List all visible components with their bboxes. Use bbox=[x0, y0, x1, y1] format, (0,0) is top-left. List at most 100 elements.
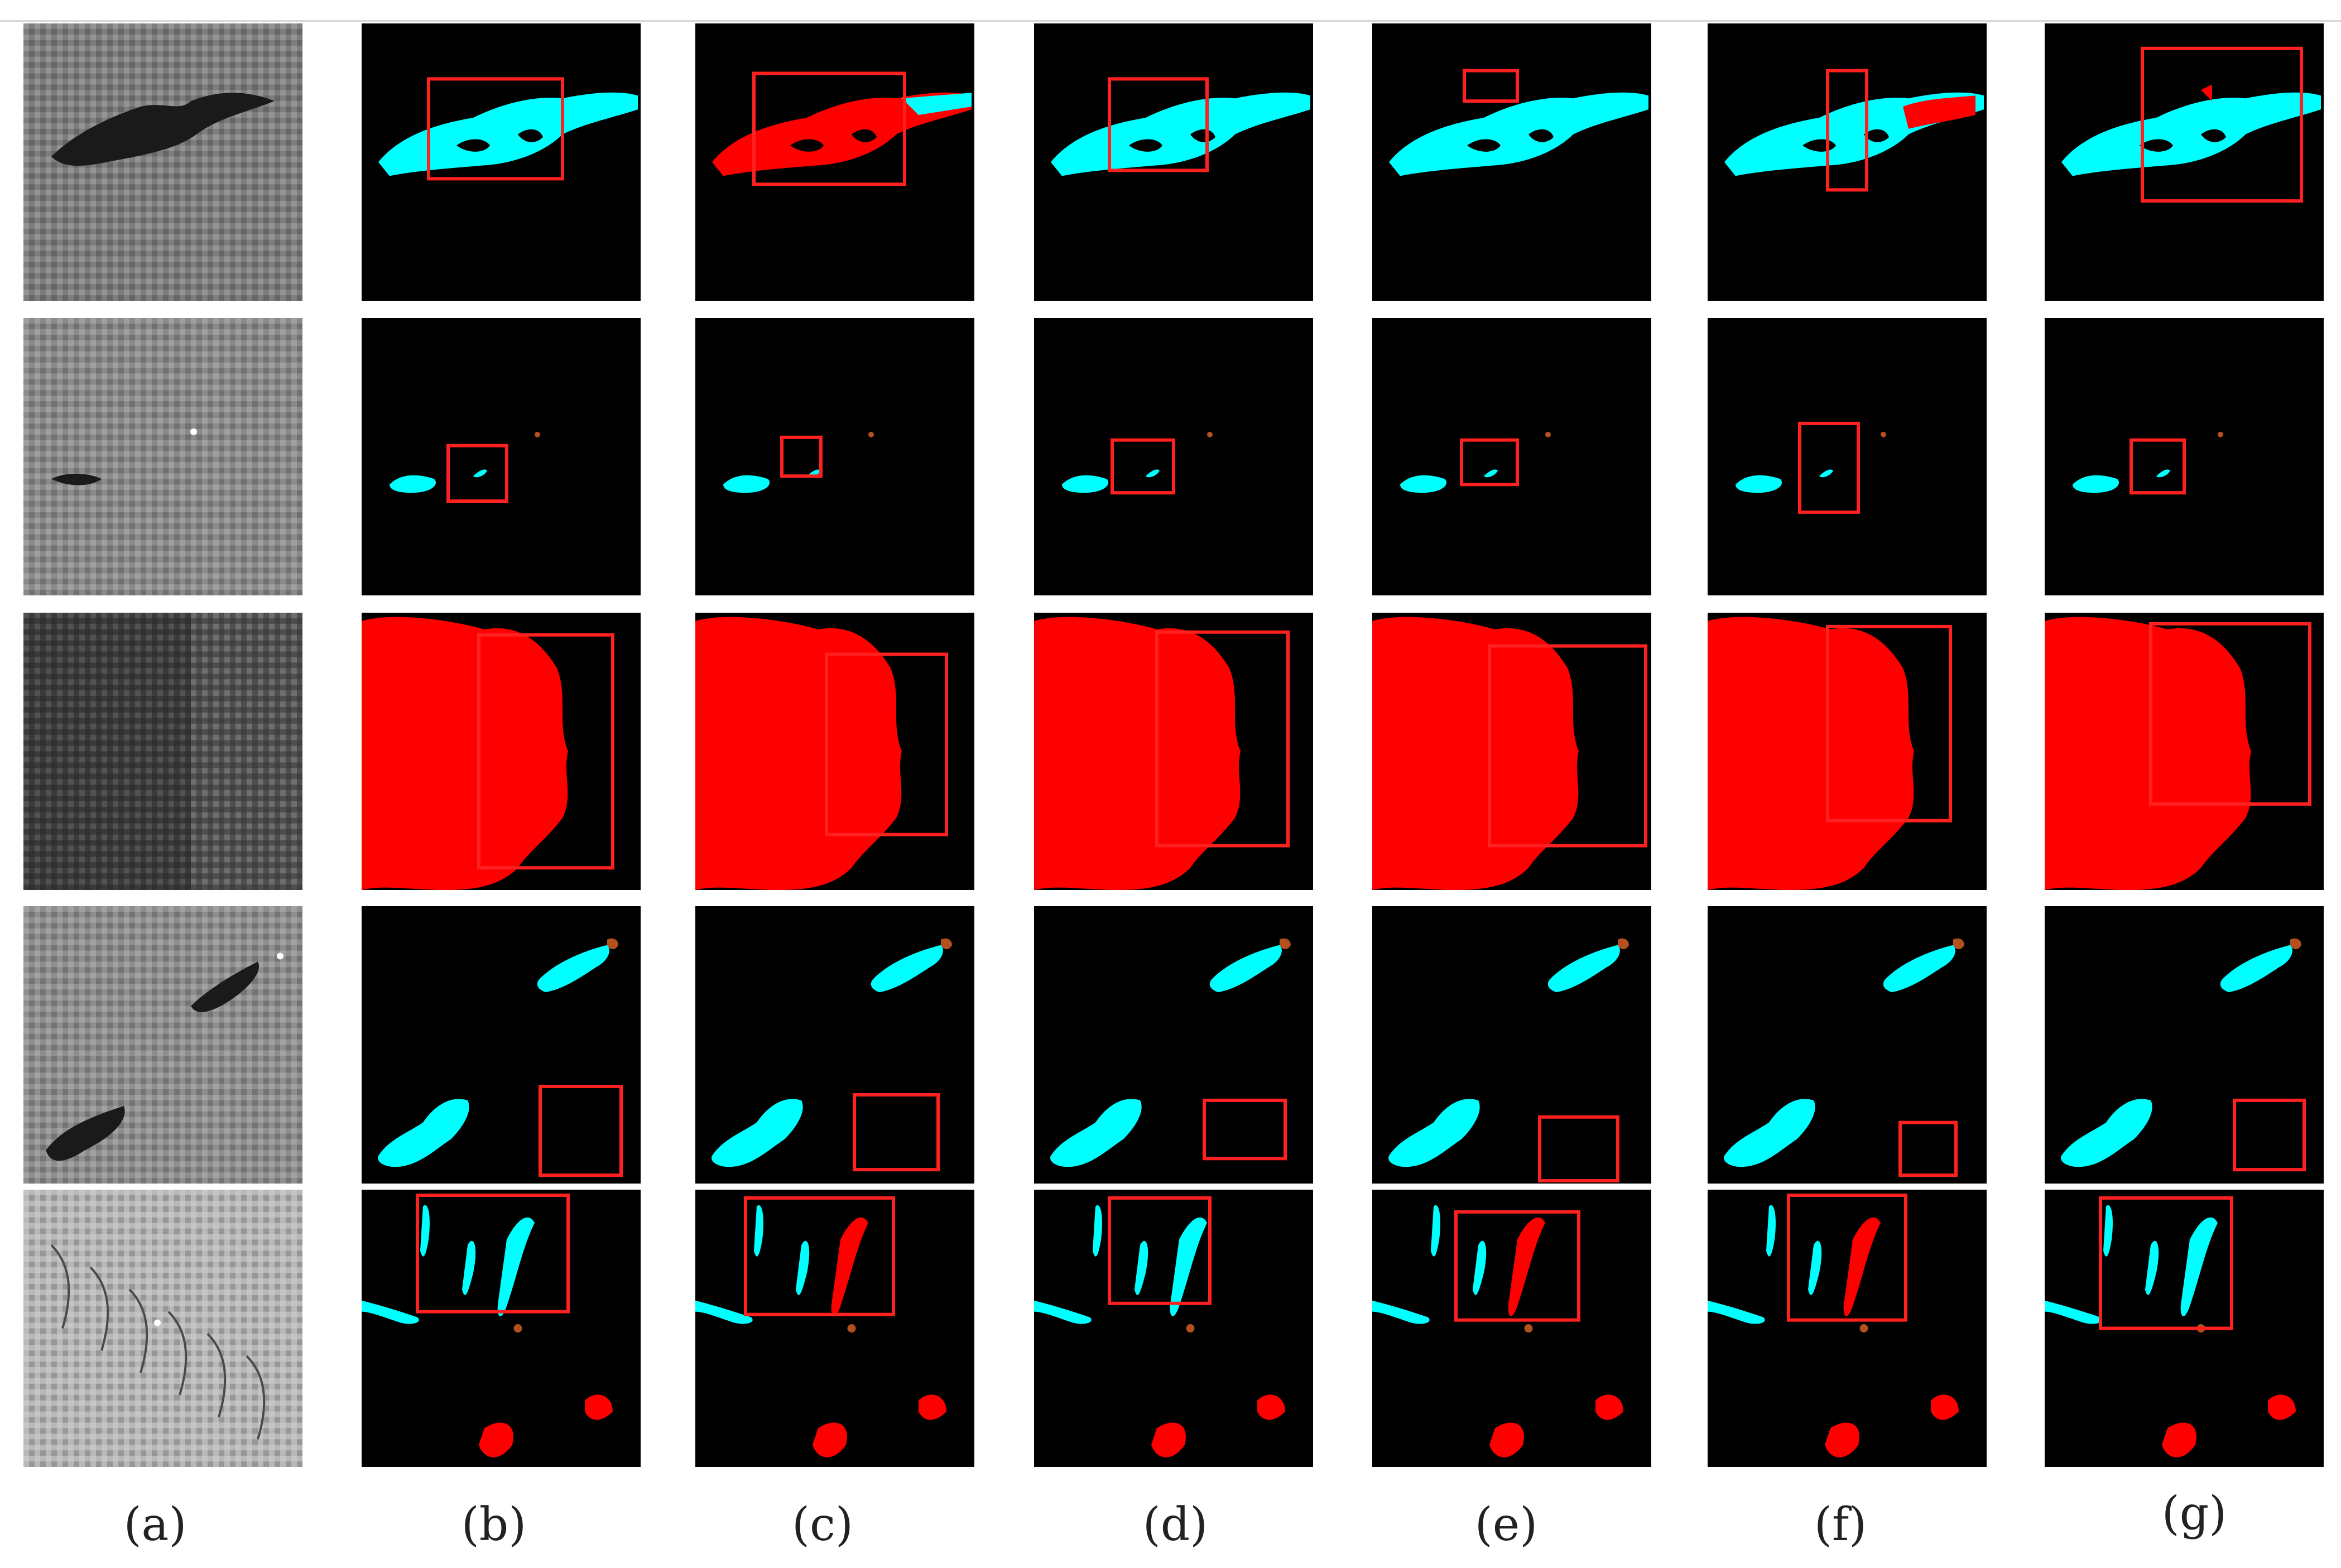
tile-canvas bbox=[2045, 1190, 2324, 1467]
segmentation-tile-row4-g bbox=[2045, 906, 2324, 1184]
tile-canvas bbox=[695, 613, 974, 890]
segmentation-tile-row5-g bbox=[2045, 1190, 2324, 1467]
tile-canvas bbox=[1708, 1190, 1987, 1467]
column-label-e: (e) bbox=[1474, 1498, 1538, 1551]
column-label-c: (c) bbox=[792, 1498, 853, 1551]
highlight-box bbox=[1828, 627, 1950, 821]
highlight-box bbox=[479, 635, 613, 868]
highlight-box bbox=[417, 1195, 568, 1312]
highlight-box bbox=[2142, 49, 2301, 201]
segmentation-tile-row1-e bbox=[1372, 23, 1651, 301]
segmentation-tile-row2-g bbox=[2045, 318, 2324, 595]
highlight-box bbox=[1462, 440, 1517, 485]
highlight-box bbox=[1204, 1100, 1285, 1158]
highlight-box bbox=[1456, 1212, 1579, 1320]
tile-canvas bbox=[1708, 23, 1987, 301]
segmentation-tile-row3-b bbox=[362, 613, 641, 890]
highlight-box bbox=[2100, 1198, 2232, 1329]
tile-canvas bbox=[23, 906, 302, 1184]
sar-input-tile-row4-a bbox=[23, 906, 302, 1184]
tile-canvas bbox=[1034, 613, 1313, 890]
tile-canvas bbox=[2045, 23, 2324, 301]
tile-canvas bbox=[1708, 613, 1987, 890]
tile-canvas bbox=[362, 906, 641, 1184]
highlight-box bbox=[540, 1086, 621, 1175]
tile-canvas bbox=[1372, 23, 1651, 301]
highlight-box bbox=[448, 446, 507, 501]
segmentation-tile-row4-d bbox=[1034, 906, 1313, 1184]
highlight-box bbox=[1464, 70, 1517, 101]
tile-canvas bbox=[1034, 906, 1313, 1184]
highlight-box bbox=[782, 437, 821, 477]
tile-canvas bbox=[1034, 23, 1313, 301]
segmentation-tile-row5-f bbox=[1708, 1190, 1987, 1467]
segmentation-tile-row5-c bbox=[695, 1190, 974, 1467]
segmentation-tile-row2-f bbox=[1708, 318, 1987, 595]
highlight-box bbox=[2131, 440, 2184, 493]
tile-canvas bbox=[23, 23, 302, 301]
column-label-b: (b) bbox=[461, 1498, 527, 1551]
highlight-box bbox=[1789, 1195, 1906, 1320]
tile-canvas bbox=[1708, 906, 1987, 1184]
tile-canvas bbox=[23, 1190, 302, 1467]
tile-canvas bbox=[695, 318, 974, 595]
highlight-box bbox=[2234, 1100, 2304, 1170]
sar-input-tile-row1-a bbox=[23, 23, 302, 301]
highlight-box bbox=[1540, 1117, 1618, 1181]
column-label-f: (f) bbox=[1814, 1498, 1867, 1551]
tile-canvas bbox=[1372, 1190, 1651, 1467]
tile-canvas bbox=[1708, 318, 1987, 595]
tile-canvas bbox=[1372, 613, 1651, 890]
tile-canvas bbox=[1372, 906, 1651, 1184]
sar-input-tile-row5-a bbox=[23, 1190, 302, 1467]
highlight-box bbox=[1157, 632, 1288, 846]
highlight-box bbox=[429, 79, 563, 179]
segmentation-tile-row5-d bbox=[1034, 1190, 1313, 1467]
segmentation-tile-row5-b bbox=[362, 1190, 641, 1467]
highlight-box bbox=[1112, 440, 1174, 493]
highlight-box bbox=[754, 73, 905, 184]
tile-canvas bbox=[695, 906, 974, 1184]
tile-canvas bbox=[1034, 318, 1313, 595]
highlight-box bbox=[826, 655, 946, 835]
tile-canvas bbox=[1034, 1190, 1313, 1467]
highlight-box bbox=[1109, 1198, 1210, 1304]
segmentation-tile-row4-b bbox=[362, 906, 641, 1184]
tile-canvas bbox=[1372, 318, 1651, 595]
segmentation-tile-row1-d bbox=[1034, 23, 1313, 301]
column-label-g: (g) bbox=[2161, 1487, 2227, 1540]
tile-canvas bbox=[362, 1190, 641, 1467]
segmentation-tile-row1-g bbox=[2045, 23, 2324, 301]
highlight-box bbox=[1109, 79, 1207, 170]
tile-canvas bbox=[362, 23, 641, 301]
column-label-a: (a) bbox=[123, 1498, 187, 1551]
segmentation-tile-row3-c bbox=[695, 613, 974, 890]
segmentation-tile-row4-f bbox=[1708, 906, 1987, 1184]
tile-canvas bbox=[2045, 906, 2324, 1184]
segmentation-tile-row1-f bbox=[1708, 23, 1987, 301]
highlight-box bbox=[746, 1198, 893, 1315]
highlight-box bbox=[1828, 70, 1867, 190]
tile-canvas bbox=[695, 1190, 974, 1467]
segmentation-tile-row1-b bbox=[362, 23, 641, 301]
segmentation-tile-row3-f bbox=[1708, 613, 1987, 890]
highlight-box bbox=[1900, 1123, 1956, 1175]
segmentation-tile-row3-e bbox=[1372, 613, 1651, 890]
sar-input-tile-row3-a bbox=[23, 613, 302, 890]
sar-input-tile-row2-a bbox=[23, 318, 302, 595]
highlight-box bbox=[1800, 424, 1858, 512]
column-label-d: (d) bbox=[1142, 1498, 1208, 1551]
highlight-box bbox=[2151, 624, 2310, 804]
segmentation-tile-row1-c bbox=[695, 23, 974, 301]
tile-canvas bbox=[695, 23, 974, 301]
segmentation-tile-row4-c bbox=[695, 906, 974, 1184]
tile-canvas bbox=[23, 613, 302, 890]
tile-canvas bbox=[362, 613, 641, 890]
top-rule bbox=[0, 20, 2341, 22]
segmentation-tile-row2-b bbox=[362, 318, 641, 595]
segmentation-tile-row3-g bbox=[2045, 613, 2324, 890]
segmentation-tile-row5-e bbox=[1372, 1190, 1651, 1467]
segmentation-tile-row2-c bbox=[695, 318, 974, 595]
segmentation-tile-row3-d bbox=[1034, 613, 1313, 890]
